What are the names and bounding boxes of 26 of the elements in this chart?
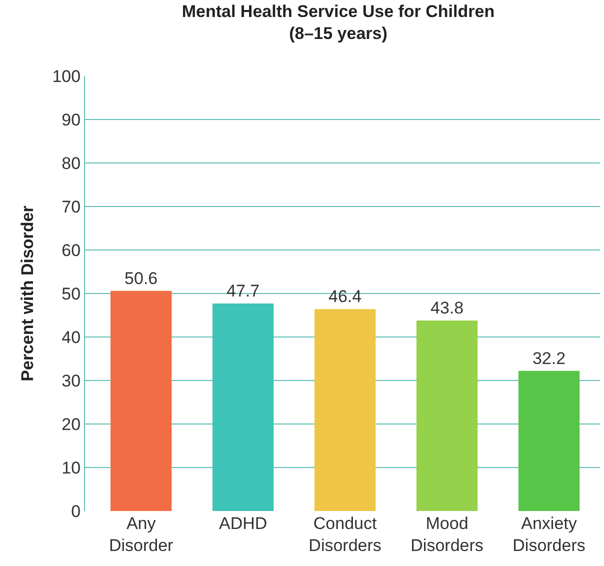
y-tick-label: 100 (52, 66, 81, 86)
x-tick-label: ADHD (218, 514, 268, 533)
bar (110, 290, 172, 511)
data-label: 43.8 (430, 298, 464, 318)
x-tick-label: Mood Disorders (410, 514, 484, 556)
bar (212, 304, 274, 511)
chart-title: Mental Health Service Use for Children (8–15 years) (182, 2, 495, 44)
y-tick-label: 30 (62, 371, 81, 390)
y-tick-label: 70 (62, 197, 81, 216)
bar (416, 320, 478, 511)
y-tick-label: 20 (62, 414, 81, 434)
y-tick-label: 60 (62, 240, 81, 260)
y-axis-title: Percent with Disorder (18, 205, 37, 382)
bar (314, 309, 376, 511)
x-tick-label: Conduct Disorders (308, 514, 382, 556)
x-tick-label: Anxiety Disorders (512, 514, 586, 556)
x-tick-label: Any Disorder (108, 514, 174, 556)
data-label: 50.6 (124, 268, 158, 288)
y-tick-label: 50 (62, 284, 81, 304)
bar (518, 370, 580, 511)
data-label: 32.2 (532, 348, 566, 368)
y-tick-label: 80 (62, 154, 81, 173)
y-tick-label: 90 (62, 110, 81, 130)
y-tick-label: 10 (62, 458, 81, 478)
y-tick-label: 0 (71, 502, 81, 521)
y-tick-label: 40 (62, 328, 81, 347)
